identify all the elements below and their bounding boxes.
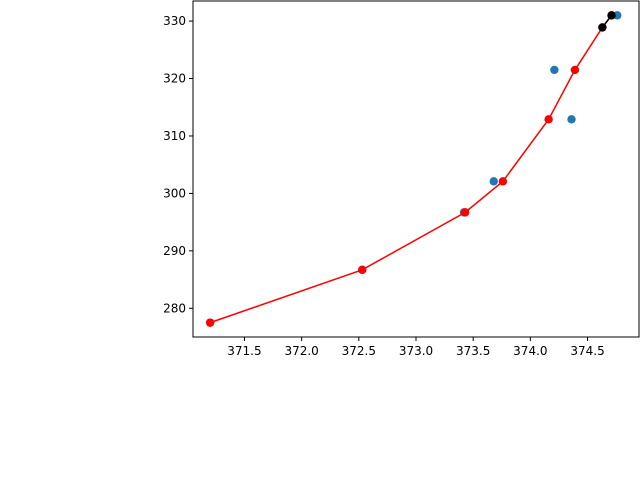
x-tick-label: 374.0: [513, 344, 547, 358]
x-axis: 371.5 372.0 372.5 373.0 373.5 374.0 374.5: [227, 337, 605, 358]
series-line: [209, 14, 613, 324]
y-tick-label: 310: [163, 129, 186, 143]
data-point: [550, 65, 559, 75]
axes-frame: [192, 0, 640, 338]
data-point: [498, 177, 508, 186]
y-tick-label: 320: [163, 72, 186, 86]
data-point: [544, 115, 553, 124]
x-tick-label: 372.5: [342, 344, 376, 358]
y-axis: 280 290 300 310 320 330: [163, 14, 193, 315]
data-point: [460, 208, 470, 217]
data-point: [607, 11, 616, 20]
data-point: [205, 318, 215, 327]
x-tick-label: 374.5: [570, 344, 604, 358]
plot-area: [205, 11, 622, 327]
series-2: [598, 11, 616, 32]
y-tick-label: 300: [163, 186, 186, 200]
data-point: [570, 65, 580, 75]
data-point: [567, 115, 576, 124]
data-point: [489, 177, 498, 186]
x-tick-label: 371.5: [227, 344, 261, 358]
data-point: [358, 265, 367, 274]
y-tick-label: 330: [163, 14, 186, 28]
y-tick-label: 280: [163, 301, 186, 315]
data-point: [598, 23, 607, 32]
y-tick-label: 290: [163, 244, 186, 258]
x-tick-label: 372.0: [284, 344, 318, 358]
x-tick-label: 373.0: [399, 344, 433, 358]
x-tick-label: 373.5: [456, 344, 490, 358]
